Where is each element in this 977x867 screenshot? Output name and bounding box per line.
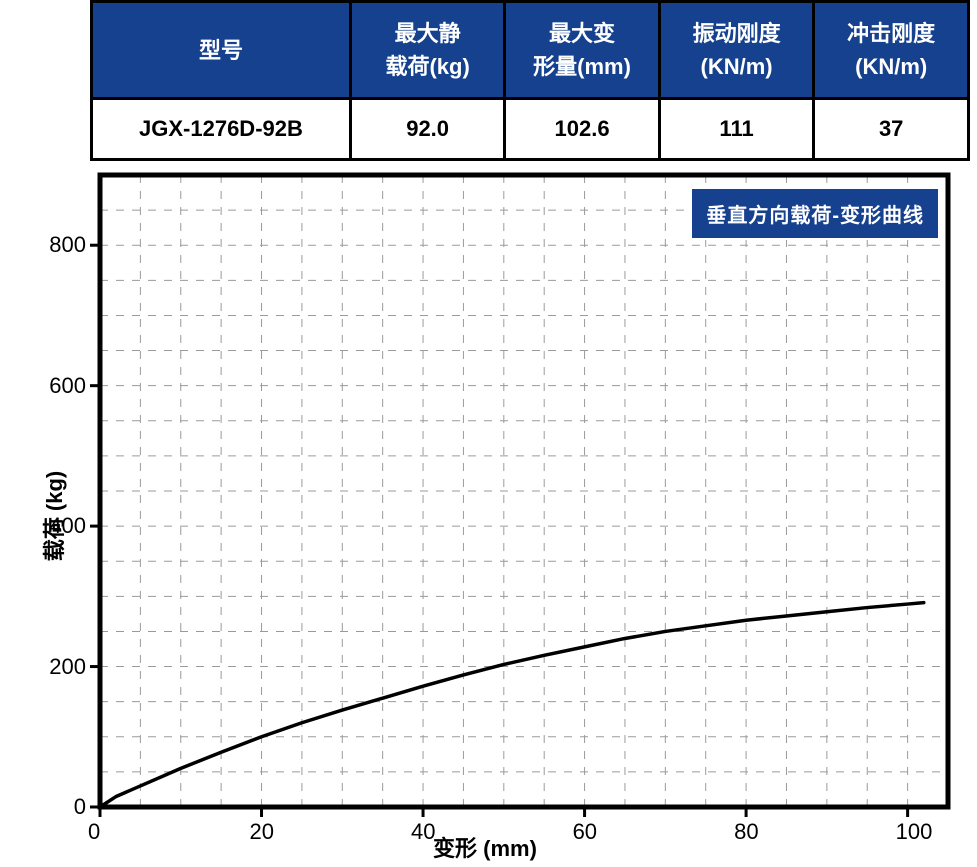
- x-tick-label: 100: [896, 819, 933, 845]
- col-vib-stiff: 振动刚度(KN/m): [659, 2, 814, 99]
- col-max-deform: 最大变形量(mm): [505, 2, 659, 99]
- x-tick-label: 80: [734, 819, 758, 845]
- cell-vib-stiff: 111: [659, 99, 814, 160]
- x-tick-label: 0: [88, 819, 100, 845]
- y-tick-label: 200: [49, 654, 86, 680]
- col-model: 型号: [92, 2, 351, 99]
- x-tick-label: 20: [250, 819, 274, 845]
- cell-imp-stiff: 37: [814, 99, 969, 160]
- y-tick-label: 800: [49, 232, 86, 258]
- spec-table: 型号 最大静载荷(kg) 最大变形量(mm) 振动刚度(KN/m) 冲击刚度(K…: [90, 0, 970, 161]
- cell-model: JGX-1276D-92B: [92, 99, 351, 160]
- x-tick-label: 60: [573, 819, 597, 845]
- col-imp-stiff: 冲击刚度(KN/m): [814, 2, 969, 99]
- table-header-row: 型号 最大静载荷(kg) 最大变形量(mm) 振动刚度(KN/m) 冲击刚度(K…: [92, 2, 969, 99]
- y-tick-label: 600: [49, 373, 86, 399]
- col-max-load: 最大静载荷(kg): [350, 2, 504, 99]
- cell-max-load: 92.0: [350, 99, 504, 160]
- chart-legend: 垂直方向载荷-变形曲线: [690, 187, 940, 240]
- chart-area: 垂直方向载荷-变形曲线 载荷 (kg) 变形 (mm) 020406080100…: [0, 165, 970, 867]
- table-row: JGX-1276D-92B 92.0 102.6 111 37: [92, 99, 969, 160]
- y-tick-label: 0: [74, 794, 86, 820]
- cell-max-deform: 102.6: [505, 99, 659, 160]
- chart-svg: [0, 165, 970, 867]
- x-axis-label: 变形 (mm): [433, 831, 537, 863]
- y-tick-label: 400: [49, 513, 86, 539]
- x-tick-label: 40: [411, 819, 435, 845]
